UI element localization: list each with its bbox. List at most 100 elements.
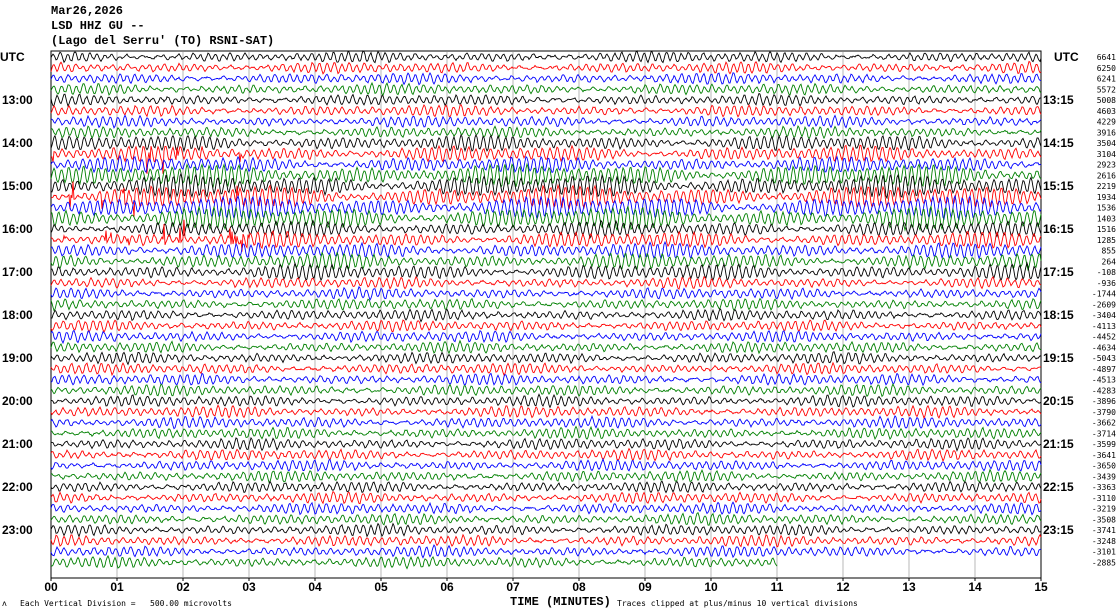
hour-label-right: 21:15 — [1043, 437, 1074, 451]
line-offset-label: 1536 — [1097, 204, 1116, 213]
seismic-trace — [50, 297, 1042, 312]
line-offset-label: 1516 — [1097, 225, 1116, 234]
line-offset-label: 6250 — [1097, 64, 1116, 73]
x-tick-label: 07 — [506, 580, 520, 594]
line-offset-label: 3504 — [1097, 139, 1116, 148]
seismic-trace — [50, 447, 1042, 463]
line-offset-label: -3404 — [1092, 311, 1116, 320]
hour-label-right: 14:15 — [1043, 136, 1074, 150]
line-offset-label: -4283 — [1092, 386, 1116, 395]
seismic-trace — [50, 144, 1042, 174]
logo-mark: ʌ — [2, 599, 7, 608]
scale-note: Each Vertical Division = 500.00 microvol… — [20, 599, 232, 608]
seismic-trace — [50, 414, 1042, 430]
seismic-trace — [50, 372, 1042, 387]
line-offset-label: 2923 — [1097, 161, 1116, 170]
line-offset-label: 2219 — [1097, 182, 1116, 191]
x-tick-label: 08 — [572, 580, 586, 594]
seismic-trace — [50, 329, 1042, 345]
hour-label-right: 18:15 — [1043, 308, 1074, 322]
seismic-trace — [50, 72, 1042, 86]
x-tick-label: 04 — [308, 580, 322, 594]
seismic-trace — [50, 285, 1042, 302]
line-offset-label: 1285 — [1097, 236, 1116, 245]
line-offset-label: -4452 — [1092, 333, 1116, 342]
date-label: Mar26,2026 — [51, 4, 124, 18]
x-tick-label: 09 — [638, 580, 652, 594]
seismic-trace — [50, 307, 1042, 323]
line-offset-label: 3916 — [1097, 128, 1116, 137]
seismic-trace — [50, 436, 1042, 452]
hour-label-left: 15:00 — [2, 179, 33, 193]
x-tick-label: 13 — [902, 580, 916, 594]
line-offset-label: 2616 — [1097, 171, 1116, 180]
seismic-trace — [50, 251, 1042, 272]
line-offset-label: -3508 — [1092, 515, 1116, 524]
seismic-trace — [50, 181, 1042, 217]
line-offset-label: -4513 — [1092, 376, 1116, 385]
seismic-trace — [50, 50, 1042, 64]
seismic-trace — [50, 275, 1042, 290]
x-tick-label: 12 — [836, 580, 850, 594]
line-offset-label: -2609 — [1092, 300, 1116, 309]
seismic-trace — [50, 544, 1042, 559]
seismic-trace — [50, 554, 778, 570]
seismic-trace — [50, 154, 1042, 174]
hour-label-right: 13:15 — [1043, 93, 1074, 107]
line-offset-label: 6641 — [1097, 53, 1116, 62]
seismic-trace — [50, 162, 1042, 189]
seismic-trace — [50, 194, 1042, 221]
seismic-trace — [50, 219, 1042, 240]
x-tick-label: 06 — [440, 580, 454, 594]
x-tick-label: 05 — [374, 580, 388, 594]
hour-label-right: 22:15 — [1043, 480, 1074, 494]
plot-frame — [50, 50, 1042, 579]
seismic-trace — [50, 114, 1042, 129]
hour-label-left: 19:00 — [2, 351, 33, 365]
seismic-trace — [50, 319, 1042, 334]
line-offset-label: 4229 — [1097, 118, 1116, 127]
hour-label-left: 18:00 — [2, 308, 33, 322]
hour-label-right: 20:15 — [1043, 394, 1074, 408]
seismic-trace — [50, 425, 1042, 440]
seismic-trace — [50, 205, 1042, 232]
seismic-trace — [50, 172, 1042, 200]
line-offset-label: -3101 — [1092, 548, 1116, 557]
seismic-trace — [50, 522, 1042, 538]
line-offset-label: -3219 — [1092, 505, 1116, 514]
x-tick-label: 14 — [968, 580, 982, 594]
line-offset-label: -3714 — [1092, 429, 1116, 438]
seismic-trace — [50, 468, 1042, 483]
line-offset-label: 1403 — [1097, 214, 1116, 223]
x-tick-label: 02 — [176, 580, 190, 594]
seismic-trace — [50, 261, 1042, 282]
line-offset-label: -2885 — [1092, 558, 1116, 567]
line-offset-label: 5008 — [1097, 96, 1116, 105]
line-offset-label: -3363 — [1092, 483, 1116, 492]
hour-label-left: 20:00 — [2, 394, 33, 408]
hour-label-right: 16:15 — [1043, 222, 1074, 236]
seismic-trace — [50, 533, 1042, 548]
clip-note: Traces clipped at plus/minus 10 vertical… — [617, 599, 858, 608]
x-tick-label: 10 — [704, 580, 718, 594]
seismic-trace — [50, 480, 1042, 494]
seismic-trace — [50, 339, 1042, 355]
line-offset-label: -3741 — [1092, 526, 1116, 535]
seismic-trace — [50, 511, 1042, 526]
seismic-trace — [50, 240, 1042, 261]
seismic-trace — [50, 81, 1042, 97]
station-label: LSD HHZ GU -- — [51, 19, 145, 33]
seismic-trace — [50, 103, 1042, 118]
x-tick-label: 03 — [242, 580, 256, 594]
x-axis-label: TIME (MINUTES) — [510, 595, 611, 609]
x-tick-label: 01 — [110, 580, 124, 594]
line-offset-label: -1744 — [1092, 290, 1116, 299]
hour-label-left: 13:00 — [2, 93, 33, 107]
line-offset-label: -3641 — [1092, 451, 1116, 460]
x-tick-label: 00 — [44, 580, 58, 594]
hour-label-right: 23:15 — [1043, 523, 1074, 537]
line-offset-label: 5572 — [1097, 85, 1116, 94]
hour-label-left: 14:00 — [2, 136, 33, 150]
hour-label-left: 23:00 — [2, 523, 33, 537]
